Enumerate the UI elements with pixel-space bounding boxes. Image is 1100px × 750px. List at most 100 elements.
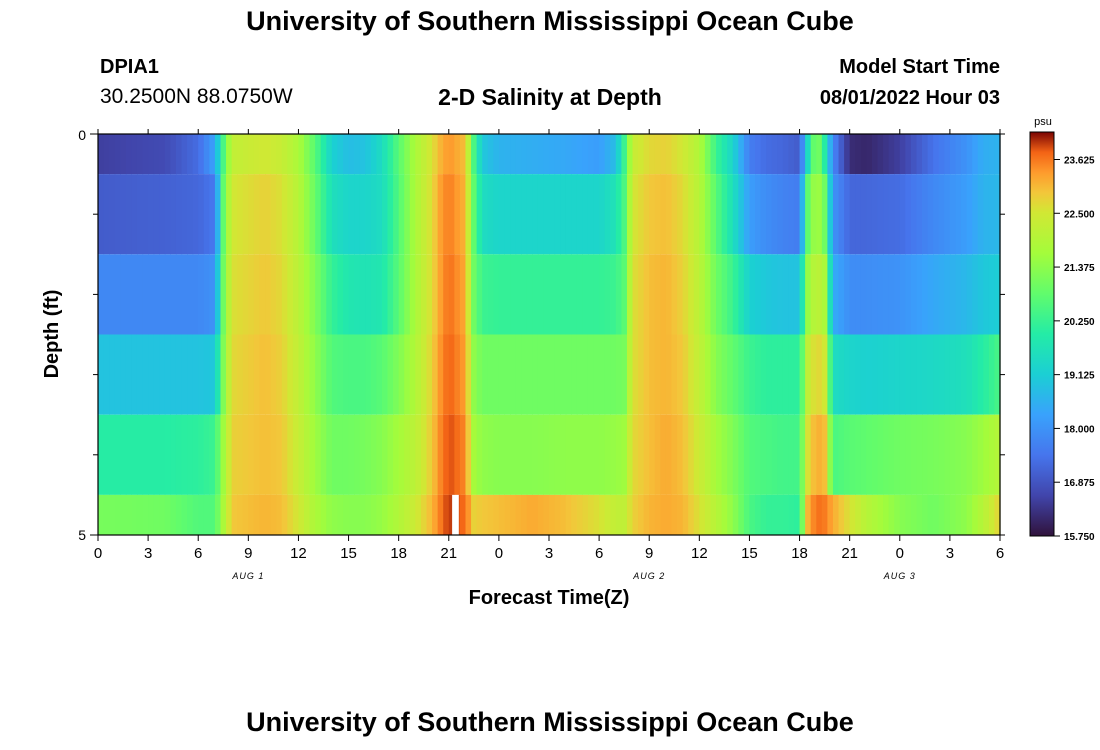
heatmap-cell xyxy=(510,174,517,255)
heatmap-cell xyxy=(587,494,595,535)
heatmap-cell xyxy=(309,334,316,415)
heatmap-cell xyxy=(164,494,171,535)
heatmap-cell xyxy=(114,134,121,175)
heatmap-cell xyxy=(192,174,199,255)
heatmap-cell xyxy=(331,414,339,495)
heatmap-cell xyxy=(604,254,611,335)
heatmap-cell xyxy=(348,134,355,175)
heatmap-cell xyxy=(359,174,366,255)
heatmap-cell xyxy=(287,134,294,175)
heatmap-cell xyxy=(287,334,294,415)
heatmap-cell xyxy=(348,174,355,255)
heatmap-cell xyxy=(732,254,739,335)
heatmap-cell xyxy=(114,174,121,255)
heatmap-cell xyxy=(716,494,723,535)
heatmap-cell xyxy=(114,494,121,535)
heatmap-cell xyxy=(966,414,973,495)
heatmap-cell xyxy=(109,334,116,415)
heatmap-cell xyxy=(632,494,639,535)
heatmap-cell xyxy=(716,254,723,335)
heatmap-cell xyxy=(448,334,455,415)
heatmap-cell xyxy=(626,494,634,535)
heatmap-cell xyxy=(832,134,840,175)
heatmap-cell xyxy=(587,334,595,415)
heatmap-cell xyxy=(849,414,856,495)
heatmap-cell xyxy=(136,174,144,255)
heatmap-cell xyxy=(381,254,389,335)
heatmap-cell xyxy=(259,334,266,415)
heatmap-cell xyxy=(883,254,890,335)
heatmap-cell xyxy=(777,134,784,175)
heatmap-cell xyxy=(175,174,183,255)
heatmap-cell xyxy=(688,334,695,415)
heatmap-cell xyxy=(771,134,778,175)
heatmap-cell xyxy=(526,254,533,335)
heatmap-cell xyxy=(315,494,322,535)
heatmap-cell xyxy=(537,414,545,495)
heatmap-cell xyxy=(933,414,940,495)
heatmap-cell xyxy=(448,254,455,335)
heatmap-cell xyxy=(393,254,400,335)
main-title: University of Southern Mississippi Ocean… xyxy=(246,6,854,36)
heatmap-cell xyxy=(370,134,377,175)
heatmap-cell xyxy=(899,494,906,535)
heatmap-cell xyxy=(682,174,689,255)
heatmap-cell xyxy=(459,494,467,535)
heatmap-cell xyxy=(760,414,767,495)
heatmap-cell xyxy=(643,134,650,175)
heatmap-cell xyxy=(788,494,795,535)
heatmap-cell xyxy=(359,134,366,175)
heatmap-cell xyxy=(537,494,545,535)
heatmap-cell xyxy=(175,134,183,175)
heatmap-cell xyxy=(526,414,533,495)
heatmap-cell xyxy=(198,414,205,495)
heatmap-cell xyxy=(404,254,411,335)
heatmap-cell xyxy=(565,254,572,335)
heatmap-cell xyxy=(214,134,222,175)
heatmap-cell xyxy=(888,494,895,535)
heatmap-cell xyxy=(994,334,1001,415)
heatmap-cell xyxy=(265,334,272,415)
heatmap-cell xyxy=(827,174,834,255)
heatmap-cell xyxy=(665,414,673,495)
heatmap-cell xyxy=(771,174,778,255)
heatmap-cell xyxy=(704,254,712,335)
heatmap-cell xyxy=(844,174,851,255)
heatmap-cell xyxy=(665,494,673,535)
heatmap-cell xyxy=(827,494,834,535)
colorbar-tick-label: 23.625 xyxy=(1064,155,1095,166)
heatmap-cell xyxy=(175,414,183,495)
heatmap-cell xyxy=(626,414,634,495)
heatmap-cell xyxy=(415,494,422,535)
heatmap-cell xyxy=(988,334,996,415)
heatmap-cell xyxy=(498,494,506,535)
heatmap-cell xyxy=(721,134,728,175)
heatmap-cell xyxy=(949,254,957,335)
heatmap-cell xyxy=(933,134,940,175)
heatmap-cell xyxy=(487,494,494,535)
heatmap-cell xyxy=(170,254,177,335)
heatmap-cell xyxy=(259,174,266,255)
heatmap-cell xyxy=(354,414,361,495)
heatmap-cell xyxy=(983,414,990,495)
heatmap-cell xyxy=(315,414,322,495)
heatmap-cell xyxy=(654,134,661,175)
heatmap-cell xyxy=(632,134,639,175)
heatmap-cell xyxy=(565,494,572,535)
heatmap-cell xyxy=(671,134,678,175)
heatmap-cell xyxy=(103,414,110,495)
heatmap-cell xyxy=(938,494,945,535)
heatmap-cell xyxy=(710,254,717,335)
heatmap-cell xyxy=(693,494,700,535)
heatmap-cell xyxy=(136,254,144,335)
heatmap-cell xyxy=(560,134,567,175)
heatmap-cell xyxy=(860,414,867,495)
heatmap-cell xyxy=(821,254,828,335)
y-axis-label: Depth (ft) xyxy=(41,290,63,379)
heatmap-cell xyxy=(838,134,845,175)
heatmap-cell xyxy=(632,414,639,495)
heatmap-cell xyxy=(816,134,823,175)
heatmap-cell xyxy=(587,254,595,335)
heatmap-cell xyxy=(114,254,121,335)
heatmap-cell xyxy=(398,414,405,495)
